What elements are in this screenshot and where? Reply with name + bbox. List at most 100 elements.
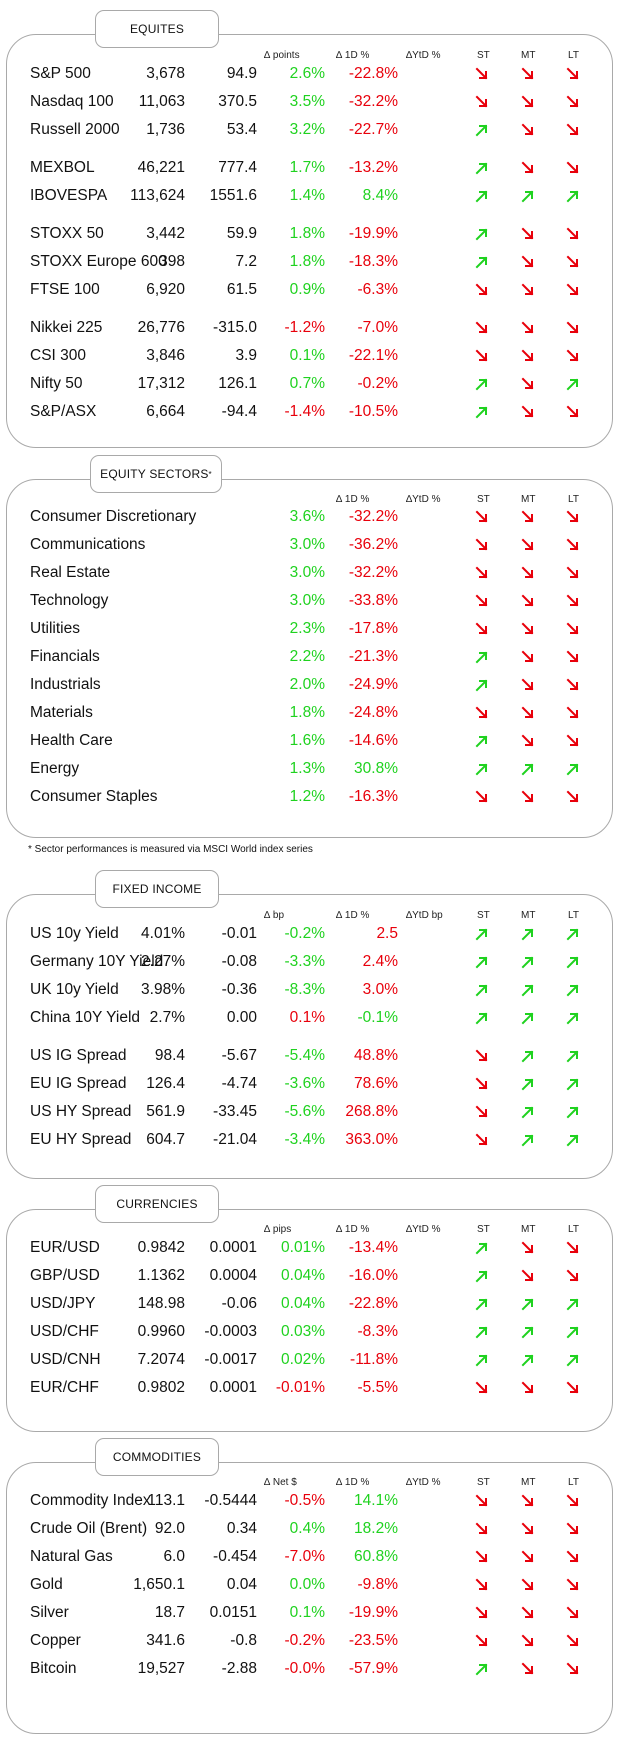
table-row: USD/JPY 148.98 -0.06 0.04% -22.8% — [7, 1290, 614, 1318]
one-day-change: -3.4% — [284, 1131, 326, 1148]
arrow-down-right-icon — [566, 1634, 580, 1648]
level-value: 4.01% — [141, 925, 185, 942]
table-row: Nasdaq 100 11,063 370.5 3.5% -32.2% — [7, 88, 614, 116]
header-change: ∆ bp — [264, 909, 285, 921]
instrument-name: Materials — [30, 704, 93, 721]
arrow-down-right-icon — [521, 227, 535, 241]
ytd-change: -22.8% — [348, 1295, 398, 1312]
header-1d: ∆ 1D % — [336, 493, 370, 505]
level-value: 92.0 — [154, 1520, 185, 1537]
ytd-change: -33.8% — [348, 592, 398, 609]
level-value: 3,442 — [146, 225, 185, 242]
arrow-down-right-icon — [566, 790, 580, 804]
ytd-change: 268.8% — [345, 1103, 398, 1120]
table-row: IBOVESPA 113,624 1551.6 1.4% 8.4% — [7, 182, 614, 210]
arrow-up-right-icon — [521, 1133, 535, 1147]
one-day-change: 3.0% — [289, 536, 325, 553]
arrow-up-right-icon — [475, 1011, 489, 1025]
header-ytd: ∆YtD % — [406, 493, 441, 505]
one-day-change: 1.2% — [289, 788, 325, 805]
instrument-name: Commodity Index — [30, 1492, 151, 1509]
level-value: 19,527 — [137, 1660, 185, 1677]
change-value: -94.4 — [221, 403, 257, 420]
arrow-up-right-icon — [475, 927, 489, 941]
level-value: 604.7 — [146, 1131, 185, 1148]
one-day-change: 0.4% — [289, 1520, 325, 1537]
instrument-name: FTSE 100 — [30, 281, 100, 298]
arrow-down-right-icon — [566, 283, 580, 297]
header-1d: ∆ 1D % — [336, 909, 370, 921]
instrument-name: Natural Gas — [30, 1548, 113, 1565]
level-value: 0.9960 — [137, 1323, 185, 1340]
change-value: -0.01 — [221, 925, 257, 942]
header-ytd: ∆YtD % — [406, 1476, 441, 1488]
change-value: -21.04 — [213, 1131, 257, 1148]
ytd-change: -21.3% — [348, 648, 398, 665]
change-value: 0.0004 — [209, 1267, 257, 1284]
arrow-up-right-icon — [566, 189, 580, 203]
level-value: 2.27% — [141, 953, 185, 970]
table-row: Germany 10Y Yield 2.27% -0.08 -3.3% 2.4% — [7, 948, 614, 976]
change-value: -0.36 — [221, 981, 257, 998]
arrow-up-right-icon — [521, 1011, 535, 1025]
header-st: ST — [477, 1223, 490, 1235]
level-value: 341.6 — [146, 1632, 185, 1649]
column-header-row: ∆ bp ∆ 1D % ∆YtD bp ST MT LT — [7, 908, 614, 922]
change-value: -0.0003 — [204, 1323, 257, 1340]
one-day-change: 0.9% — [289, 281, 325, 298]
table-row: Health Care 1.6% -14.6% — [7, 727, 614, 755]
change-value: 370.5 — [218, 93, 257, 110]
arrow-down-right-icon — [521, 405, 535, 419]
instrument-name: EU IG Spread — [30, 1075, 127, 1092]
one-day-change: 1.4% — [289, 187, 325, 204]
arrow-down-right-icon — [566, 1269, 580, 1283]
one-day-change: -0.01% — [275, 1379, 325, 1396]
one-day-change: 0.1% — [289, 1604, 325, 1621]
arrow-down-right-icon — [475, 706, 489, 720]
level-value: 46,221 — [137, 159, 185, 176]
arrow-up-right-icon — [475, 255, 489, 269]
arrow-down-right-icon — [475, 594, 489, 608]
instrument-name: Nifty 50 — [30, 375, 83, 392]
ytd-change: 78.6% — [354, 1075, 398, 1092]
instrument-name: Nikkei 225 — [30, 319, 103, 336]
change-value: -0.8 — [230, 1632, 257, 1649]
fixed-income-panel: ∆ bp ∆ 1D % ∆YtD bp ST MT LT US 10y Yield 4.01%… — [6, 894, 613, 1179]
arrow-down-right-icon — [475, 1522, 489, 1536]
one-day-change: 0.02% — [281, 1351, 325, 1368]
fixed-income-tab-title: FIXED INCOME — [95, 870, 219, 908]
level-value: 3,678 — [146, 65, 185, 82]
equites-panel: ∆ points ∆ 1D % ∆YtD % ST MT LT S&P 500 3,678 94… — [6, 34, 613, 448]
instrument-name: Russell 2000 — [30, 121, 120, 138]
column-header-row: ∆ points ∆ 1D % ∆YtD % ST MT LT — [7, 48, 614, 62]
arrow-up-right-icon — [475, 405, 489, 419]
arrow-down-right-icon — [521, 123, 535, 137]
instrument-name: S&P/ASX — [30, 403, 97, 420]
arrow-down-right-icon — [521, 1578, 535, 1592]
arrow-up-right-icon — [475, 227, 489, 241]
change-value: 0.00 — [226, 1009, 257, 1026]
currencies-panel: ∆ pips ∆ 1D % ∆YtD % ST MT LT EUR/USD 0.9842 0.0… — [6, 1209, 613, 1432]
equity-sectors-tab-title: EQUITY SECTORS * — [90, 455, 222, 493]
header-mt: MT — [521, 1476, 536, 1488]
arrow-down-right-icon — [521, 678, 535, 692]
instrument-name: Industrials — [30, 676, 101, 693]
change-value: -2.88 — [221, 1660, 257, 1677]
change-value: 59.9 — [226, 225, 257, 242]
arrow-up-right-icon — [475, 1269, 489, 1283]
arrow-up-right-icon — [475, 762, 489, 776]
header-mt: MT — [521, 493, 536, 505]
table-row: EUR/USD 0.9842 0.0001 0.01% -13.4% — [7, 1234, 614, 1262]
column-header-row: ∆ pips ∆ 1D % ∆YtD % ST MT LT — [7, 1222, 614, 1236]
arrow-up-right-icon — [521, 1353, 535, 1367]
arrow-down-right-icon — [566, 349, 580, 363]
one-day-change: 1.8% — [289, 253, 325, 270]
table-row: Materials 1.8% -24.8% — [7, 699, 614, 727]
currencies-tab-title: CURRENCIES — [95, 1185, 219, 1223]
arrow-down-right-icon — [475, 349, 489, 363]
table-row: Copper 341.6 -0.8 -0.2% -23.5% — [7, 1627, 614, 1655]
change-value: 1551.6 — [209, 187, 257, 204]
table-row: Nifty 50 17,312 126.1 0.7% -0.2% — [7, 370, 614, 398]
arrow-down-right-icon — [475, 510, 489, 524]
arrow-down-right-icon — [475, 1077, 489, 1091]
